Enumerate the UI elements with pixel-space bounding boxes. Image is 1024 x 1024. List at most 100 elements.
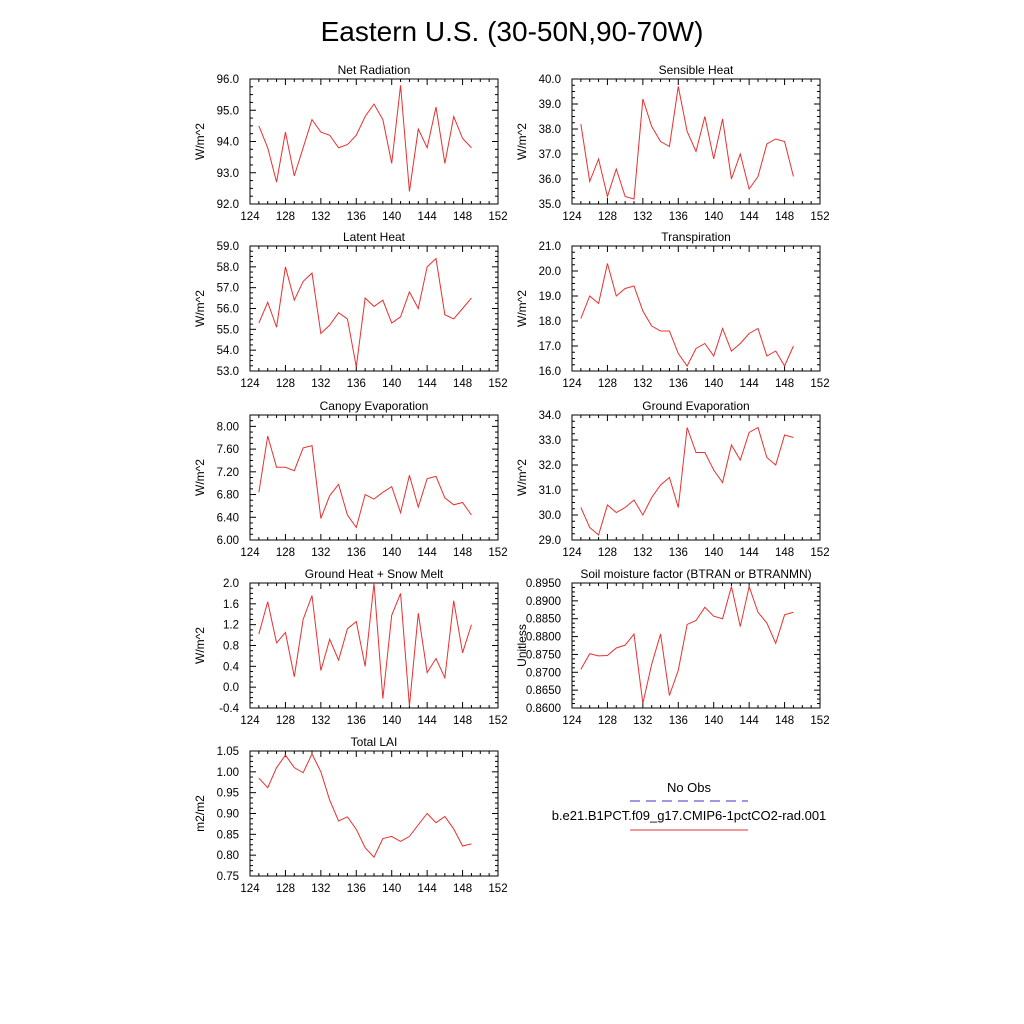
y-tick-label: 59.0 xyxy=(217,241,239,253)
x-tick-label: 132 xyxy=(311,547,330,559)
y-tick-label: 54.0 xyxy=(217,345,239,357)
x-tick-label: 124 xyxy=(562,715,582,727)
x-tick-label: 148 xyxy=(453,715,472,727)
x-tick-label: 132 xyxy=(633,211,652,223)
series-line xyxy=(580,263,794,368)
y-tick-label: 29.0 xyxy=(539,535,561,547)
x-tick-label: 128 xyxy=(276,211,295,223)
x-tick-label: 152 xyxy=(810,211,829,223)
figure-title: Eastern U.S. (30-50N,90-70W) xyxy=(321,16,704,47)
x-tick-label: 144 xyxy=(418,211,438,223)
y-tick-label: 39.0 xyxy=(539,99,561,111)
y-tick-label: 30.0 xyxy=(539,510,561,522)
x-tick-label: 144 xyxy=(740,547,760,559)
y-tick-label: 95.0 xyxy=(217,105,239,117)
x-tick-label: 132 xyxy=(633,547,652,559)
x-tick-label: 140 xyxy=(382,883,401,895)
legend-label-obs: No Obs xyxy=(667,780,712,795)
x-tick-label: 148 xyxy=(453,378,472,390)
panel-1: Sensible Heat W/m^2 124 128 132 136 140 144 148 1… xyxy=(515,63,830,223)
y-tick-label: 35.0 xyxy=(539,199,561,211)
x-tick-label: 148 xyxy=(775,547,794,559)
x-tick-label: 152 xyxy=(810,547,829,559)
x-tick-label: 144 xyxy=(418,547,438,559)
panel-title: Canopy Evaporation xyxy=(320,399,429,413)
x-tick-label: 148 xyxy=(775,715,794,727)
x-tick-label: 132 xyxy=(311,883,330,895)
y-tick-label: 32.0 xyxy=(539,460,561,472)
x-tick-label: 144 xyxy=(740,378,760,390)
y-tick-label: 1.05 xyxy=(217,746,239,758)
y-tick-label: 0.8950 xyxy=(526,578,561,590)
x-tick-label: 136 xyxy=(347,883,366,895)
y-axis-label: Unitless xyxy=(515,624,529,667)
x-tick-label: 128 xyxy=(276,715,295,727)
series-line xyxy=(580,426,794,536)
y-tick-label: 0.8 xyxy=(223,641,239,653)
x-tick-label: 148 xyxy=(775,378,794,390)
y-tick-label: 0.8900 xyxy=(526,596,561,608)
x-tick-label: 140 xyxy=(382,547,401,559)
x-tick-label: 140 xyxy=(382,715,401,727)
plot-frame xyxy=(571,245,821,372)
y-tick-label: 38.0 xyxy=(539,124,561,136)
panel-title: Soil moisture factor (BTRAN or BTRANMN) xyxy=(580,567,811,581)
y-tick-label: 92.0 xyxy=(217,199,239,211)
legend: No Obs b.e21.B1PCT.f09_g17.CMIP6-1pctCO2-… xyxy=(552,780,826,831)
plot-frame xyxy=(249,245,499,372)
y-tick-label: 0.8800 xyxy=(526,632,561,644)
panel-0: Net Radiation W/m^2 124 128 132 136 140 144 148 1… xyxy=(193,63,508,223)
y-tick-label: 58.0 xyxy=(217,262,239,274)
panels-group: Net Radiation W/m^2 124 128 132 136 140 144 148 1… xyxy=(193,63,830,895)
series-line xyxy=(580,584,794,704)
y-tick-label: 57.0 xyxy=(217,283,239,295)
x-tick-label: 152 xyxy=(488,883,507,895)
x-tick-label: 152 xyxy=(488,378,507,390)
x-tick-label: 124 xyxy=(562,378,582,390)
y-tick-label: 19.0 xyxy=(539,291,561,303)
y-tick-label: 0.8650 xyxy=(526,685,561,697)
y-tick-label: 6.00 xyxy=(217,535,239,547)
y-tick-label: 0.75 xyxy=(217,871,239,883)
y-tick-label: 1.6 xyxy=(223,599,239,611)
x-tick-label: 140 xyxy=(382,378,401,390)
x-tick-label: 128 xyxy=(598,378,617,390)
panel-7: Soil moisture factor (BTRAN or BTRANMN) U… xyxy=(515,567,830,727)
series-line xyxy=(258,752,472,859)
x-tick-label: 136 xyxy=(669,378,688,390)
panel-2: Latent Heat W/m^2 124 128 132 136 140 144 148 152… xyxy=(193,230,508,390)
y-tick-label: 37.0 xyxy=(539,149,561,161)
panel-6: Ground Heat + Snow Melt W/m^2 124 128 132 136… xyxy=(193,567,508,727)
y-tick-label: 20.0 xyxy=(539,266,561,278)
x-tick-label: 144 xyxy=(418,715,438,727)
x-tick-label: 140 xyxy=(382,211,401,223)
x-tick-label: 124 xyxy=(240,547,260,559)
y-tick-label: 0.8700 xyxy=(526,667,561,679)
y-tick-label: 0.90 xyxy=(217,809,239,821)
x-tick-label: 128 xyxy=(276,378,295,390)
y-tick-label: 2.0 xyxy=(223,578,239,590)
x-tick-label: 140 xyxy=(704,715,723,727)
y-tick-label: 31.0 xyxy=(539,485,561,497)
y-tick-label: 8.00 xyxy=(217,421,239,433)
y-tick-label: 7.60 xyxy=(217,444,239,456)
x-tick-label: 132 xyxy=(633,715,652,727)
x-tick-label: 136 xyxy=(669,211,688,223)
y-tick-label: 0.80 xyxy=(217,850,239,862)
y-tick-label: 0.4 xyxy=(223,661,240,673)
x-tick-label: 140 xyxy=(704,211,723,223)
y-tick-label: 36.0 xyxy=(539,174,561,186)
y-tick-label: 53.0 xyxy=(217,366,239,378)
panel-title: Transpiration xyxy=(661,230,731,244)
plot-frame xyxy=(249,582,499,709)
panel-8: Total LAI m2/m2 124 128 132 136 140 144 148 152 0.… xyxy=(193,735,508,895)
y-axis-label: W/m^2 xyxy=(515,290,529,327)
x-tick-label: 124 xyxy=(240,378,260,390)
y-axis-label: W/m^2 xyxy=(193,459,207,496)
x-tick-label: 132 xyxy=(311,378,330,390)
x-tick-label: 152 xyxy=(810,715,829,727)
plot-frame xyxy=(249,414,499,541)
y-tick-label: 93.0 xyxy=(217,168,239,180)
y-tick-label: 6.80 xyxy=(217,490,239,502)
